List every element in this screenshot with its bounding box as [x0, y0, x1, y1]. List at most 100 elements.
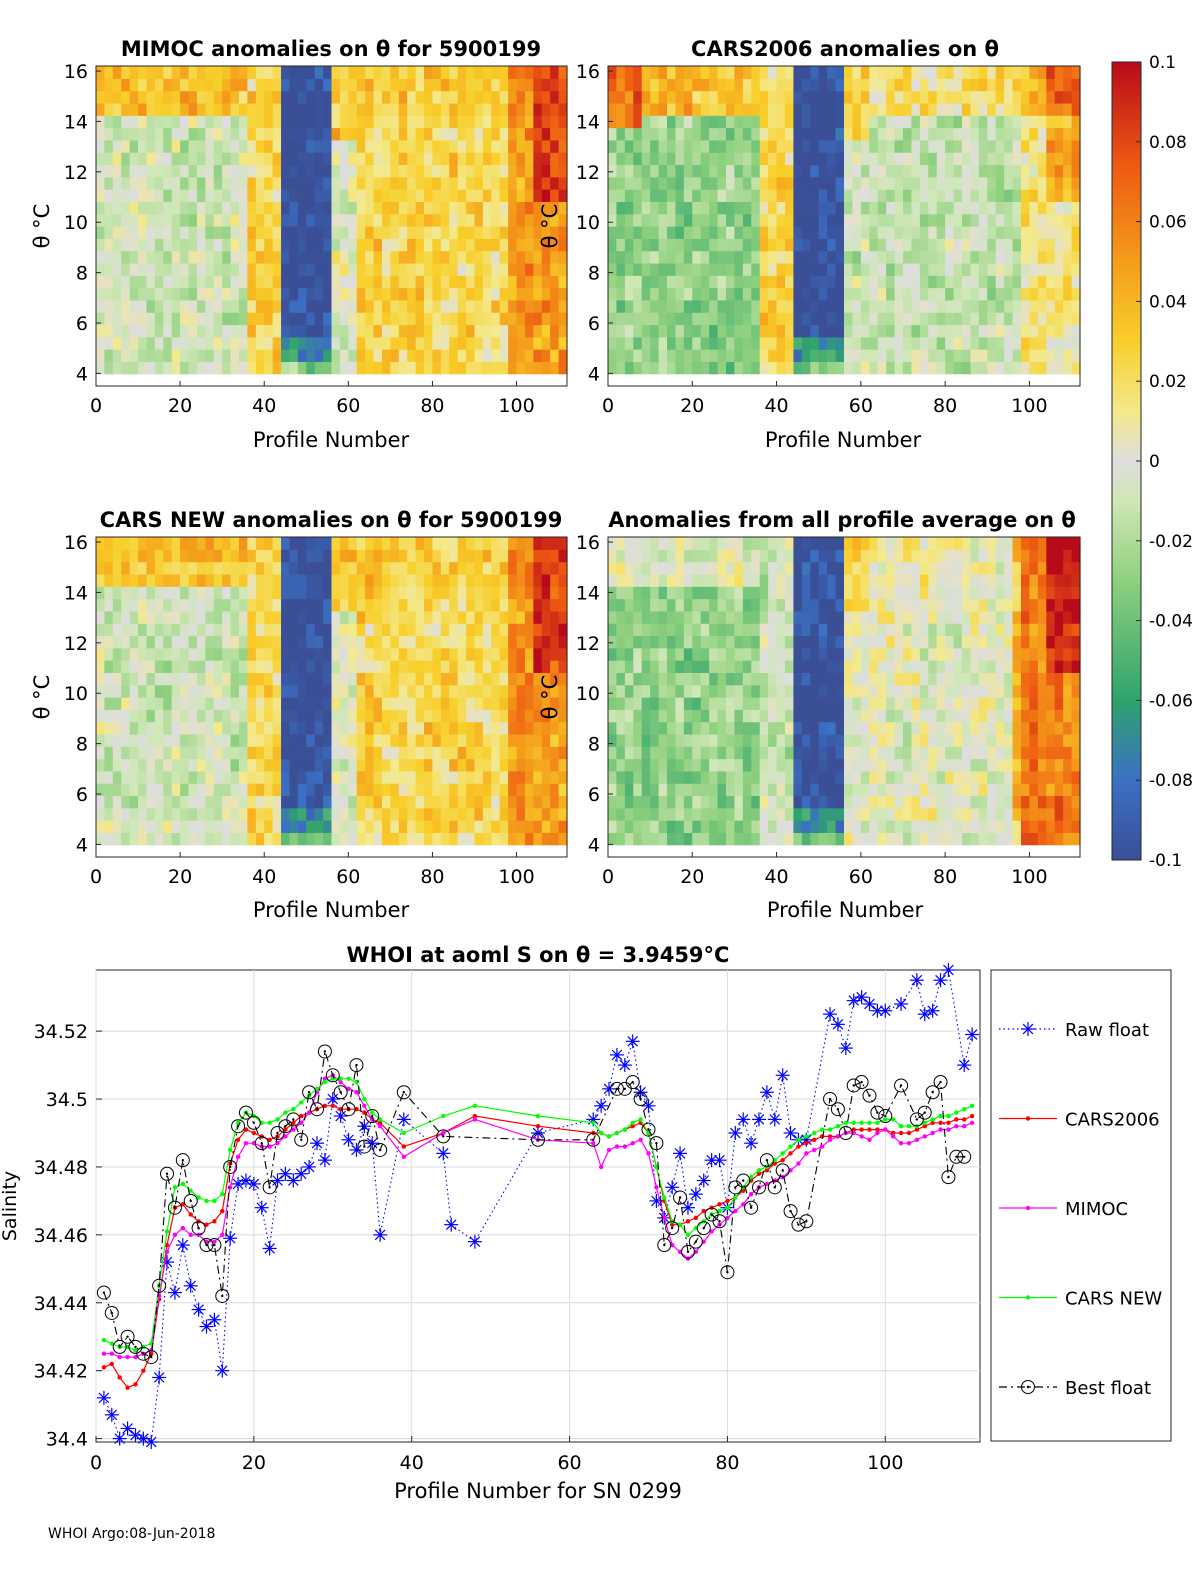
data-point — [772, 1161, 777, 1166]
y-tick-label: 14 — [64, 582, 88, 604]
y-tick-label: 16 — [64, 532, 88, 554]
data-point — [362, 1110, 367, 1115]
data-point — [752, 1112, 766, 1127]
data-point — [246, 1115, 261, 1130]
y-tick-label: 34.4 — [46, 1429, 88, 1451]
data-point — [649, 1136, 664, 1151]
data-point-center — [686, 1250, 690, 1254]
footer-stamp: WHOI Argo:08-Jun-2018 — [48, 1526, 216, 1542]
data-point-center — [718, 1220, 721, 1223]
data-point-center — [268, 1186, 271, 1189]
data-point — [783, 1125, 798, 1140]
data-point-center — [252, 1121, 256, 1125]
data-point — [796, 1144, 801, 1149]
series-best-float — [96, 1044, 972, 1365]
data-point — [317, 1044, 332, 1059]
x-tick-label: 20 — [242, 1452, 266, 1474]
series-cars-new — [101, 1076, 975, 1353]
data-point — [756, 1168, 762, 1173]
legend-box — [990, 969, 1172, 1442]
data-point — [286, 1112, 301, 1127]
y-tick-label: 10 — [576, 683, 600, 705]
data-point — [196, 1195, 201, 1200]
data-point — [472, 1103, 478, 1109]
data-point — [299, 1113, 304, 1119]
data-point — [199, 1319, 214, 1334]
data-point — [188, 1212, 193, 1217]
data-point — [235, 1137, 241, 1142]
data-point-center — [852, 1084, 855, 1087]
data-point — [851, 1120, 856, 1126]
data-point — [365, 1136, 380, 1151]
data-point — [688, 1187, 703, 1202]
y-tick-label: 12 — [64, 633, 88, 655]
x-tick-label: 80 — [933, 866, 957, 888]
data-point — [278, 1166, 293, 1181]
y-tick-label: 6 — [588, 784, 600, 806]
heatmap-xlabel: Profile Number — [765, 428, 922, 452]
data-point — [851, 1127, 856, 1132]
x-tick-label: 40 — [252, 395, 276, 417]
data-point-center — [663, 1243, 666, 1247]
data-point — [104, 1407, 119, 1422]
series-raw-float — [96, 963, 980, 1449]
data-point — [646, 1151, 651, 1156]
data-point — [267, 1137, 272, 1142]
data-point — [294, 1166, 309, 1181]
legend-label: Best float — [1065, 1378, 1151, 1399]
data-point — [223, 1231, 238, 1246]
data-point — [377, 1120, 383, 1126]
data-point — [654, 1164, 659, 1170]
data-point — [925, 1003, 940, 1018]
data-point — [152, 1370, 167, 1385]
y-tick-label: 4 — [76, 834, 88, 856]
data-point — [752, 1180, 766, 1195]
y-tick-label: 34.44 — [34, 1293, 88, 1315]
data-point — [938, 1113, 943, 1119]
data-point — [362, 1096, 367, 1102]
data-point — [188, 1188, 193, 1193]
data-point — [215, 1288, 230, 1303]
colorbar-tick-label: 0.1 — [1149, 53, 1176, 73]
data-point — [370, 1110, 375, 1115]
data-point — [728, 1125, 743, 1140]
y-tick-label: 4 — [588, 363, 600, 385]
data-point — [101, 1365, 107, 1370]
data-point — [436, 1146, 451, 1161]
data-point — [622, 1144, 628, 1149]
data-point — [120, 1421, 135, 1436]
data-point-center — [355, 1063, 358, 1067]
data-point-center — [197, 1226, 200, 1230]
data-point — [946, 1127, 951, 1132]
data-point — [101, 1337, 107, 1343]
data-point — [669, 1222, 675, 1227]
data-point — [104, 1305, 119, 1320]
y-tick-label: 34.48 — [34, 1157, 88, 1179]
data-point — [188, 1232, 193, 1238]
heatmap-frame — [607, 65, 1081, 387]
legend-item: MIMOC — [999, 1199, 1128, 1220]
data-point — [133, 1354, 138, 1360]
data-point — [744, 1200, 759, 1215]
data-point — [223, 1159, 238, 1174]
data-point-center — [181, 1158, 185, 1162]
data-point — [235, 1154, 241, 1159]
data-point — [725, 1205, 730, 1210]
data-point — [665, 1180, 680, 1195]
data-point — [867, 1127, 872, 1132]
data-point — [622, 1127, 628, 1132]
data-point-center — [347, 1108, 350, 1111]
data-point — [854, 990, 869, 1005]
data-point — [441, 1113, 446, 1119]
data-point — [283, 1110, 288, 1115]
data-point — [725, 1198, 730, 1204]
data-point — [373, 1142, 388, 1157]
data-point — [586, 1132, 601, 1147]
y-tick-label: 34.46 — [34, 1225, 88, 1247]
data-point — [254, 1136, 269, 1151]
data-point — [164, 1242, 170, 1248]
heatmap-panel-profile-average: Anomalies from all profile average on θ … — [538, 508, 1081, 922]
colorbar-tick-label: 0.02 — [1149, 372, 1187, 392]
heatmap-ylabel: θ °C — [30, 675, 54, 720]
data-point-center — [726, 1271, 729, 1274]
